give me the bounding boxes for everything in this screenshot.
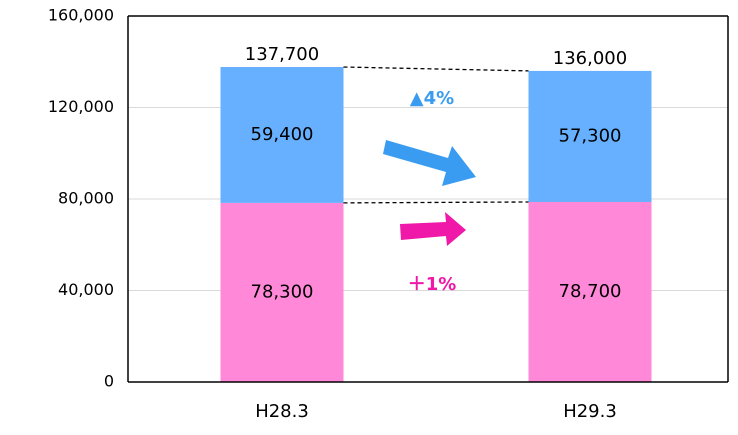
y-tick-label: 160,000 (48, 6, 114, 25)
value-label: 59,400 (251, 124, 314, 145)
y-tick-label: 0 (104, 372, 114, 391)
value-label: 78,300 (251, 281, 314, 302)
total-label: 137,700 (245, 44, 319, 65)
bar-segment (528, 70, 652, 202)
x-tick-label: H29.3 (563, 401, 617, 422)
pink-arrow (400, 212, 466, 246)
value-label: 78,700 (559, 281, 622, 302)
bar-segment (220, 67, 344, 203)
total-label: 136,000 (553, 48, 627, 69)
y-tick-label: 40,000 (58, 280, 114, 299)
total-connector (343, 66, 529, 72)
value-label: 57,300 (559, 125, 622, 146)
bar-segment (528, 201, 652, 382)
annotation: ▲4% (410, 88, 454, 109)
x-tick-label: H28.3 (255, 401, 309, 422)
y-tick-label: 120,000 (48, 97, 114, 116)
segment-connector (343, 201, 529, 204)
annotation: ＋1% (408, 274, 457, 295)
bar-segment (220, 202, 344, 382)
y-tick-label: 80,000 (58, 189, 114, 208)
blue-arrow (383, 140, 476, 186)
